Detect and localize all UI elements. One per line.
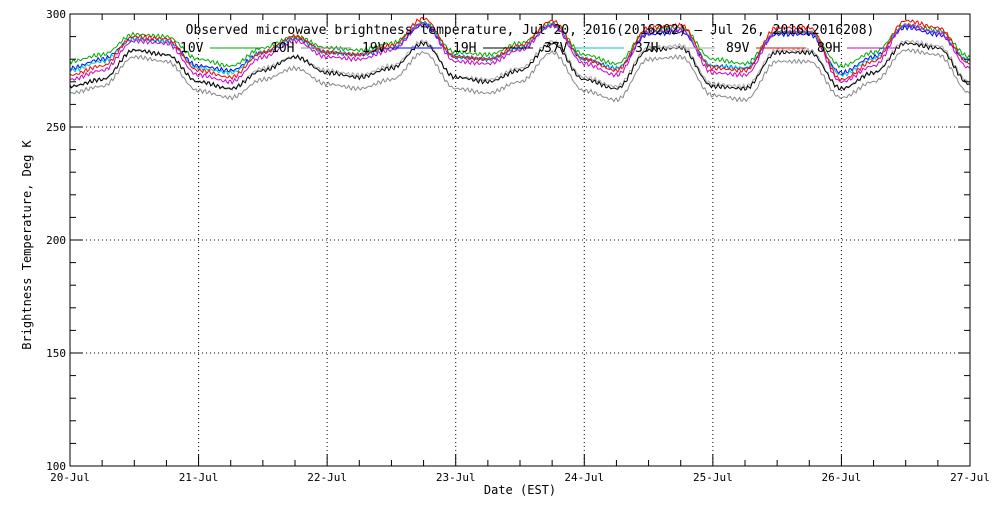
x-tick-label: 24-Jul (564, 471, 604, 484)
x-tick-label: 26-Jul (822, 471, 862, 484)
legend-label-89h: 89H (817, 41, 840, 56)
series-line-10h (69, 47, 971, 103)
y-tick-label: 200 (46, 234, 66, 247)
x-tick-label: 25-Jul (693, 471, 733, 484)
series-line-89h (69, 21, 971, 85)
legend-label-10v: 10V (180, 41, 204, 56)
tick-layer: 20-Jul 21-Jul 22-Jul 23-Jul 24-Jul 25-Jul 26-J… (46, 8, 990, 484)
series-line-19h (69, 40, 971, 91)
legend-label-10h: 10H (271, 41, 294, 56)
y-tick-label: 100 (46, 460, 66, 473)
x-tick-label: 27-Jul (950, 471, 990, 484)
legend-label-19v: 19V (362, 41, 386, 56)
x-tick-label: 23-Jul (436, 471, 476, 484)
legend-label-37v: 37V (544, 41, 568, 56)
series-line-89v (69, 16, 971, 82)
series-line-37h (69, 39, 971, 92)
x-tick-label: 21-Jul (179, 471, 219, 484)
series-layer (69, 16, 971, 103)
legend: 10V 10H 19V 19H 37V 37H 89V 89H (180, 41, 897, 56)
legend-label-37h: 37H (635, 41, 658, 56)
x-axis-label: Date (EST) (484, 483, 556, 497)
legend-label-19h: 19H (453, 41, 476, 56)
chart-title: Observed microwave brightness temperatur… (186, 23, 875, 38)
y-axis-label: Brightness Temperature, Deg K (20, 139, 34, 349)
x-tick-label: 20-Jul (50, 471, 90, 484)
x-tick-label: 22-Jul (307, 471, 347, 484)
plot-frame (69, 13, 971, 467)
legend-label-89v: 89V (726, 41, 750, 56)
y-tick-label: 300 (46, 8, 66, 21)
y-tick-label: 250 (46, 121, 66, 134)
plot-area (70, 14, 970, 466)
y-tick-label: 150 (46, 347, 66, 360)
grid-layer (70, 14, 970, 466)
